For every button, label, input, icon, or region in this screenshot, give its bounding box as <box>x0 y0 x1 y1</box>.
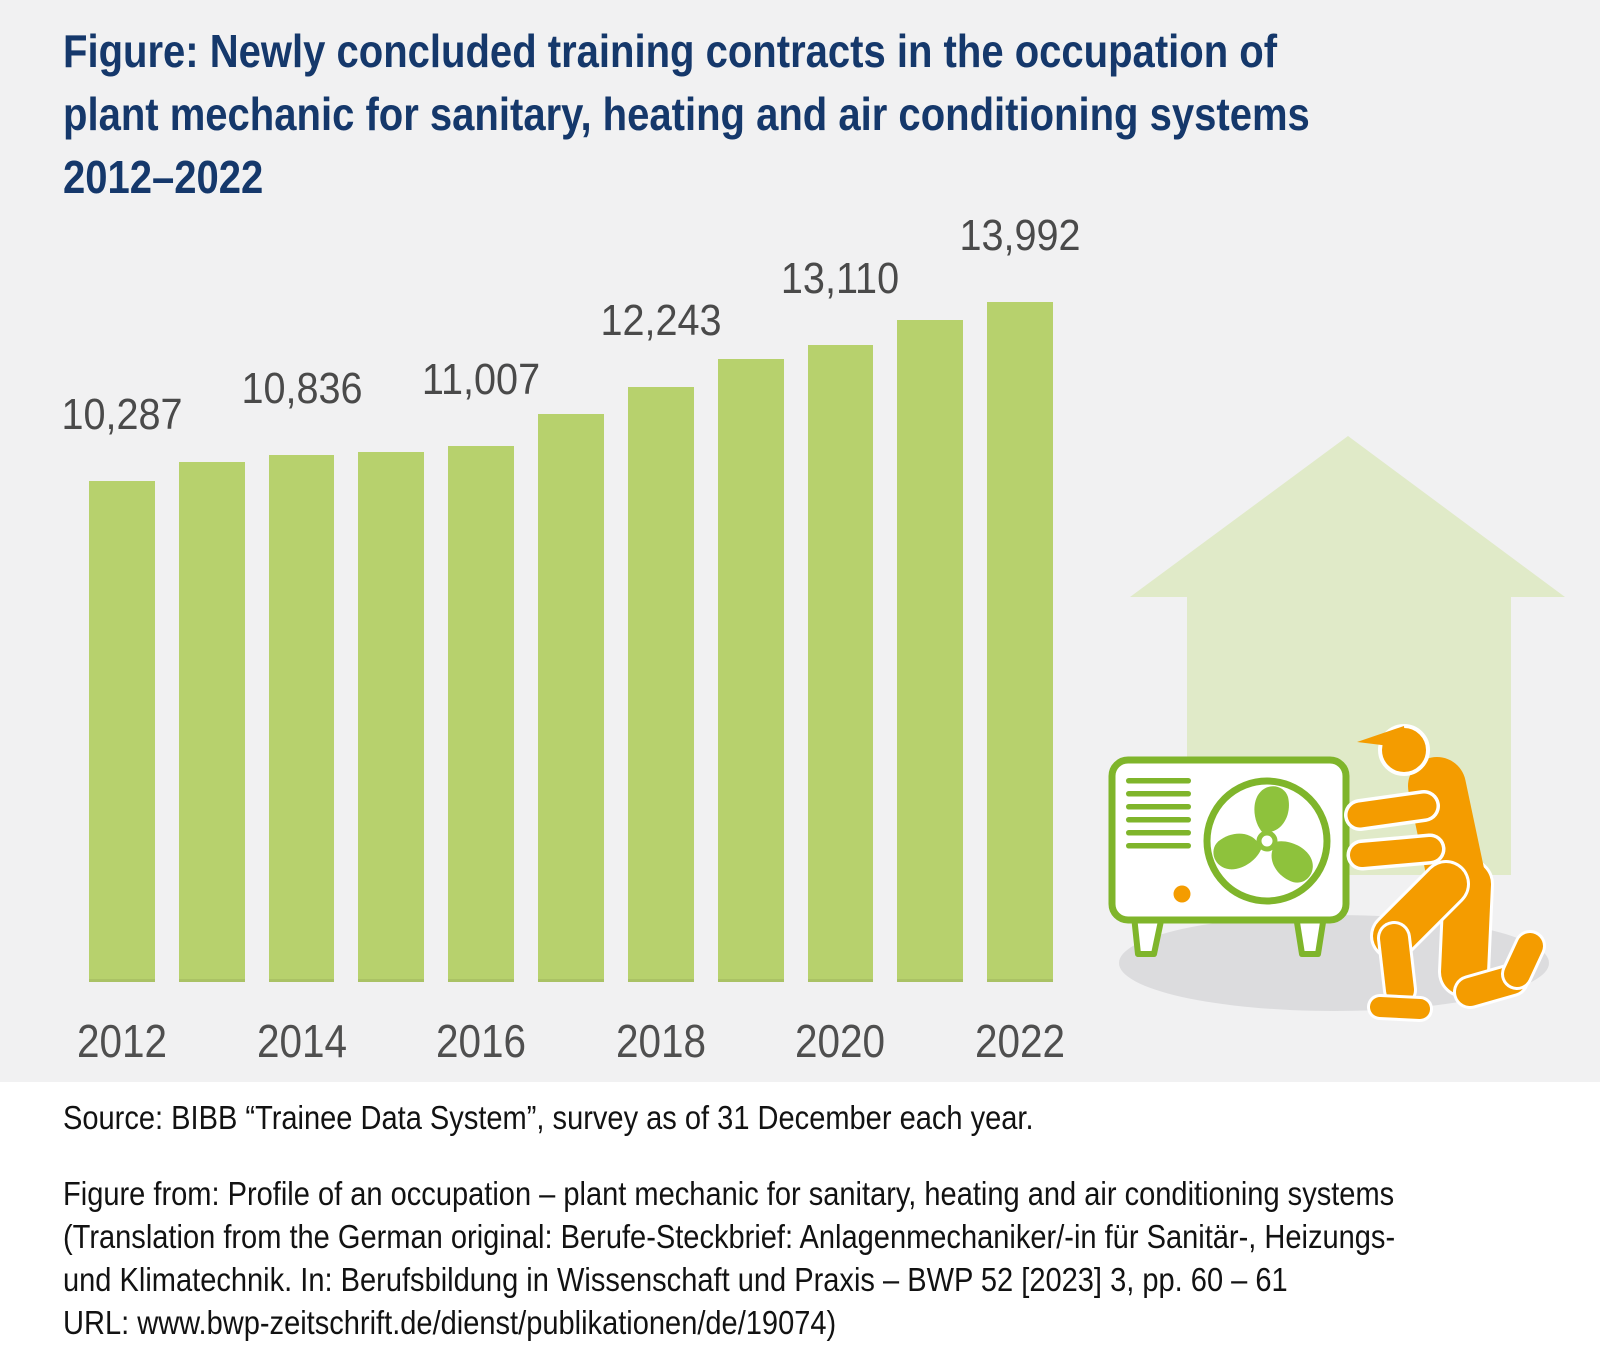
bar-2013 <box>178 462 245 982</box>
x-axis-label-2018: 2018 <box>615 1015 706 1067</box>
technician-icon <box>1344 724 1546 1022</box>
figure-credit-line-3: und Klimatechnik. In: Berufsbildung in W… <box>63 1261 1288 1298</box>
bar-col-2022: 13,992 2022 <box>959 211 1080 1067</box>
illustration <box>1108 436 1565 1022</box>
bar-2020 <box>807 345 874 982</box>
bar-col-2021 <box>897 305 964 982</box>
heat-pump-icon <box>1108 756 1350 957</box>
power-led <box>1173 885 1191 903</box>
fan-icon <box>1208 786 1321 889</box>
bar-value-label-2020: 13,110 <box>781 254 900 303</box>
x-axis-label-2020: 2020 <box>795 1015 886 1067</box>
bar-2012 <box>89 481 155 982</box>
bar-col-2018: 12,243 2018 <box>600 296 721 1067</box>
source-note: Source: BIBB “Trainee Data System”, surv… <box>63 1099 1034 1136</box>
figure-credit-line-1: Figure from: Profile of an occupation – … <box>63 1175 1395 1212</box>
x-axis-label-2022: 2022 <box>975 1015 1066 1067</box>
bar-col-2012: 10,287 2012 <box>61 305 182 1067</box>
bar-value-label-2018: 12,243 <box>600 296 722 345</box>
footer: Source: BIBB “Trainee Data System”, surv… <box>63 1096 1577 1344</box>
bar-2017 <box>538 414 604 982</box>
bar-2016 <box>448 446 515 982</box>
x-axis-label-2014: 2014 <box>256 1015 347 1067</box>
bar-value-label-2022: 13,992 <box>959 211 1081 260</box>
x-axis-label-2016: 2016 <box>436 1015 527 1067</box>
bar-col-2013 <box>178 305 245 982</box>
fan-hub <box>1256 830 1278 852</box>
figure-credit-line-2: (Translation from the German original: B… <box>63 1218 1396 1255</box>
figure-title: Figure: Newly concluded training contrac… <box>63 20 1496 209</box>
figure-title-line-3: 2012–2022 <box>63 151 264 203</box>
bar-2021 <box>897 320 964 982</box>
bar-value-label-2014: 10,836 <box>240 364 363 413</box>
vent-grille-icon <box>1126 778 1191 849</box>
figure-credit: Figure from: Profile of an occupation – … <box>63 1172 1577 1344</box>
bar-col-2015 <box>358 305 425 982</box>
bar-2022 <box>987 302 1053 982</box>
bar-col-2019 <box>717 305 784 982</box>
figure-title-line-2: plant mechanic for sanitary, heating and… <box>63 88 1310 140</box>
bar-2019 <box>717 359 784 982</box>
bar-col-2017 <box>538 305 604 982</box>
bar-2014 <box>268 455 335 982</box>
bar-2018 <box>627 387 694 982</box>
figure-credit-line-4: URL: www.bwp-zeitschrift.de/dienst/publi… <box>63 1304 837 1341</box>
bar-col-2020: 13,110 2020 <box>781 254 899 1067</box>
bar-chart: 10,287 2012 10,836 2014 11,007 2016 12,243 2018… <box>61 211 1080 1067</box>
bar-2015 <box>358 452 425 982</box>
x-axis-label-2012: 2012 <box>76 1015 167 1067</box>
cap-bill <box>1357 726 1406 748</box>
bar-value-label-2016: 11,007 <box>422 355 541 404</box>
bar-col-2014: 10,836 2014 <box>241 305 362 1067</box>
bar-value-label-2012: 10,287 <box>61 390 183 439</box>
bar-col-2016: 11,007 2016 <box>422 305 540 1067</box>
figure-title-line-1: Figure: Newly concluded training contrac… <box>63 25 1278 77</box>
chart-panel: Figure: Newly concluded training contrac… <box>0 0 1600 1082</box>
